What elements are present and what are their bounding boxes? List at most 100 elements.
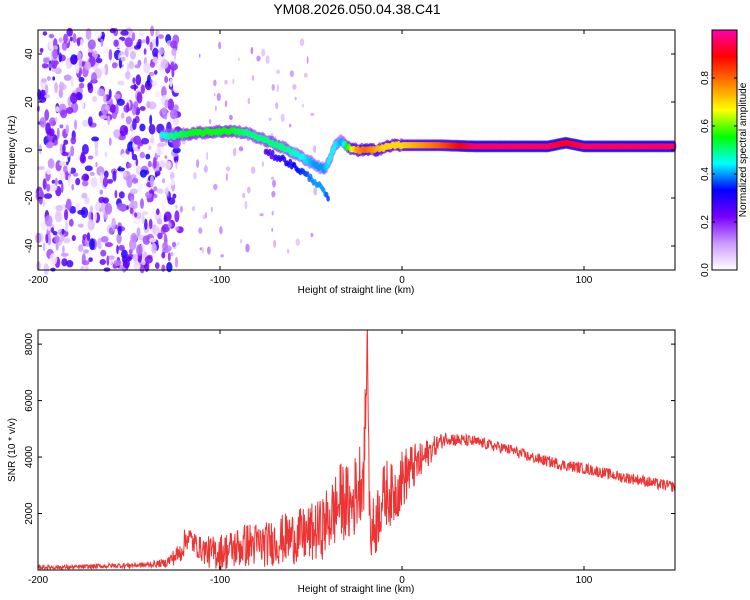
noise-blob xyxy=(46,183,51,192)
noise-blob xyxy=(87,39,96,50)
y-tick-label: 4000 xyxy=(24,445,35,468)
noise-blob xyxy=(84,197,90,205)
noise-blob xyxy=(47,158,55,169)
noise-blob xyxy=(133,135,142,145)
noise-blob xyxy=(126,162,132,169)
spectrogram-heatmap xyxy=(35,25,677,276)
noise-blob xyxy=(148,218,153,230)
noise-blob xyxy=(166,262,173,273)
noise-blob xyxy=(130,199,134,208)
spectrogram-y-ticks: -40 -20 0 20 40 xyxy=(24,48,675,253)
noise-blob xyxy=(154,173,158,178)
noise-blob xyxy=(62,245,65,254)
noise-blob xyxy=(78,76,85,83)
noise-blob xyxy=(139,264,145,274)
noise-blob xyxy=(78,82,85,89)
noise-blob xyxy=(313,187,318,196)
noise-blob xyxy=(87,83,94,94)
noise-blob xyxy=(146,74,152,87)
noise-blob xyxy=(132,218,141,224)
noise-blob xyxy=(206,151,209,161)
noise-blob xyxy=(273,239,277,248)
noise-blob xyxy=(52,231,58,236)
noise-blob xyxy=(61,228,65,235)
y-tick-label: 6000 xyxy=(24,389,35,412)
noise-blob xyxy=(133,101,139,110)
colorbar-tick-label: 0.2 xyxy=(700,215,711,229)
noise-blob xyxy=(65,220,69,232)
noise-blob xyxy=(116,244,119,255)
noise-blob xyxy=(164,99,169,109)
noise-blob xyxy=(173,52,177,61)
noise-blob xyxy=(150,134,155,146)
noise-blob xyxy=(113,259,122,266)
noise-blob xyxy=(276,69,280,74)
noise-blob xyxy=(126,102,130,113)
noise-blob xyxy=(150,79,153,84)
noise-blob xyxy=(175,204,178,209)
noise-blob xyxy=(137,38,142,46)
noise-blob xyxy=(144,261,150,272)
noise-blob xyxy=(271,190,276,198)
noise-blob xyxy=(175,226,180,231)
noise-blob xyxy=(149,61,156,68)
noise-blob xyxy=(149,41,153,51)
noise-blob xyxy=(174,210,180,223)
noise-blob xyxy=(280,113,285,123)
noise-blob xyxy=(148,145,152,151)
noise-blob xyxy=(129,188,138,195)
noise-blob xyxy=(114,104,119,115)
noise-blob xyxy=(313,145,317,153)
noise-blob xyxy=(155,91,160,98)
noise-blob xyxy=(136,244,143,256)
noise-blob xyxy=(149,237,157,243)
noise-blob xyxy=(156,188,164,194)
noise-blob xyxy=(104,203,113,215)
noise-blob xyxy=(42,242,46,252)
noise-blob xyxy=(146,101,151,109)
noise-blob xyxy=(161,107,167,116)
noise-blob xyxy=(112,170,117,182)
noise-blob xyxy=(44,109,50,121)
noise-blob xyxy=(247,186,251,194)
noise-blob xyxy=(59,81,65,91)
noise-blob xyxy=(172,193,177,199)
noise-blob xyxy=(149,175,155,188)
noise-blob xyxy=(166,193,169,197)
noise-blob xyxy=(140,137,150,145)
noise-blob xyxy=(216,93,221,101)
noise-blob xyxy=(74,119,77,130)
noise-blob xyxy=(39,47,44,53)
noise-blob xyxy=(173,85,181,94)
noise-blob xyxy=(265,55,270,64)
noise-blob xyxy=(232,147,237,157)
noise-blob xyxy=(250,46,254,55)
noise-blob xyxy=(144,255,153,264)
noise-blob xyxy=(136,91,143,104)
noise-blob xyxy=(79,154,87,164)
x-tick-label: -200 xyxy=(28,575,48,586)
noise-blob xyxy=(120,30,129,36)
noise-blob xyxy=(289,70,294,78)
noise-blob xyxy=(114,93,121,99)
noise-blob xyxy=(87,116,93,127)
noise-blob xyxy=(247,97,251,105)
noise-blob xyxy=(45,141,54,149)
noise-blob xyxy=(118,191,125,199)
noise-blob xyxy=(158,47,164,56)
noise-blob xyxy=(167,222,172,229)
noise-blob xyxy=(90,177,98,188)
colorbar-frame xyxy=(711,29,738,271)
noise-blob xyxy=(80,266,84,271)
noise-blob xyxy=(169,229,174,235)
noise-blob xyxy=(145,153,151,160)
noise-blob xyxy=(121,112,125,119)
noise-blob xyxy=(205,212,207,219)
noise-blob xyxy=(170,252,174,257)
noise-blob xyxy=(131,32,136,42)
noise-blob xyxy=(90,101,96,111)
noise-blob xyxy=(63,74,72,81)
branch-blob xyxy=(271,149,275,156)
noise-blob xyxy=(163,233,168,244)
noise-blob xyxy=(40,78,48,83)
